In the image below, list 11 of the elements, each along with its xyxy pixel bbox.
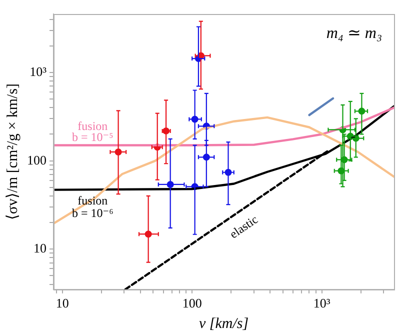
x-tick-label: 100 (182, 296, 202, 311)
annotation: fusion (78, 193, 108, 208)
y-tick-label: 10³ (30, 64, 47, 79)
x-axis-title: v [km/s] (198, 316, 249, 332)
x-tick-label: 10 (56, 296, 69, 311)
y-tick-label: 10 (34, 240, 46, 256)
y-axis-title: ⟨σv⟩/m [cm²/g × km/s] (4, 83, 21, 220)
annotation: m₄ ≃ m₃ (326, 25, 382, 42)
annotation: b = 10⁻⁶ (72, 206, 114, 220)
y-tick-label: 100 (27, 152, 46, 168)
x-tick-label: 10³ (313, 296, 330, 311)
